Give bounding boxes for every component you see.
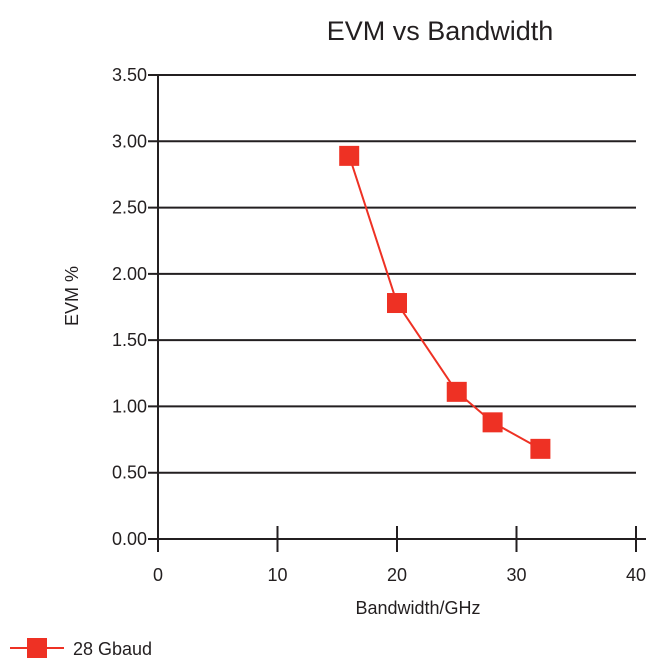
legend-label: 28 Gbaud xyxy=(73,639,152,659)
gridlines xyxy=(148,74,636,474)
y-tick-label: 3.00 xyxy=(112,131,147,151)
chart-title: EVM vs Bandwidth xyxy=(327,16,554,46)
x-tick-label: 40 xyxy=(626,565,646,585)
series-layer xyxy=(339,145,551,459)
y-tick-label: 2.50 xyxy=(112,198,147,218)
data-point-marker xyxy=(446,381,467,402)
y-tick-label: 1.50 xyxy=(112,330,147,350)
y-tick-label: 2.00 xyxy=(112,264,147,284)
y-tick-label: 0.00 xyxy=(112,529,147,549)
x-axis-label: Bandwidth/GHz xyxy=(355,598,480,618)
legend-marker-swatch xyxy=(27,638,47,658)
data-point-marker xyxy=(482,412,503,433)
x-tick-label: 20 xyxy=(387,565,407,585)
x-axis-ticks: 0 10 20 30 40 xyxy=(153,526,646,585)
data-point-marker xyxy=(387,293,407,314)
x-tick-label: 10 xyxy=(267,565,287,585)
y-axis-label: EVM % xyxy=(62,266,82,326)
x-tick-label: 30 xyxy=(506,565,526,585)
y-axis-ticks: 0.00 0.50 1.00 1.50 2.00 2.50 3.00 3.50 xyxy=(112,65,158,549)
x-tick-label: 0 xyxy=(153,565,163,585)
data-point-marker xyxy=(530,438,551,459)
y-tick-label: 0.50 xyxy=(112,463,147,483)
y-tick-label: 3.50 xyxy=(112,65,147,85)
legend: 28 Gbaud xyxy=(10,638,152,659)
series-line xyxy=(348,155,541,450)
data-point-marker xyxy=(339,145,360,166)
y-tick-label: 1.00 xyxy=(112,396,147,416)
